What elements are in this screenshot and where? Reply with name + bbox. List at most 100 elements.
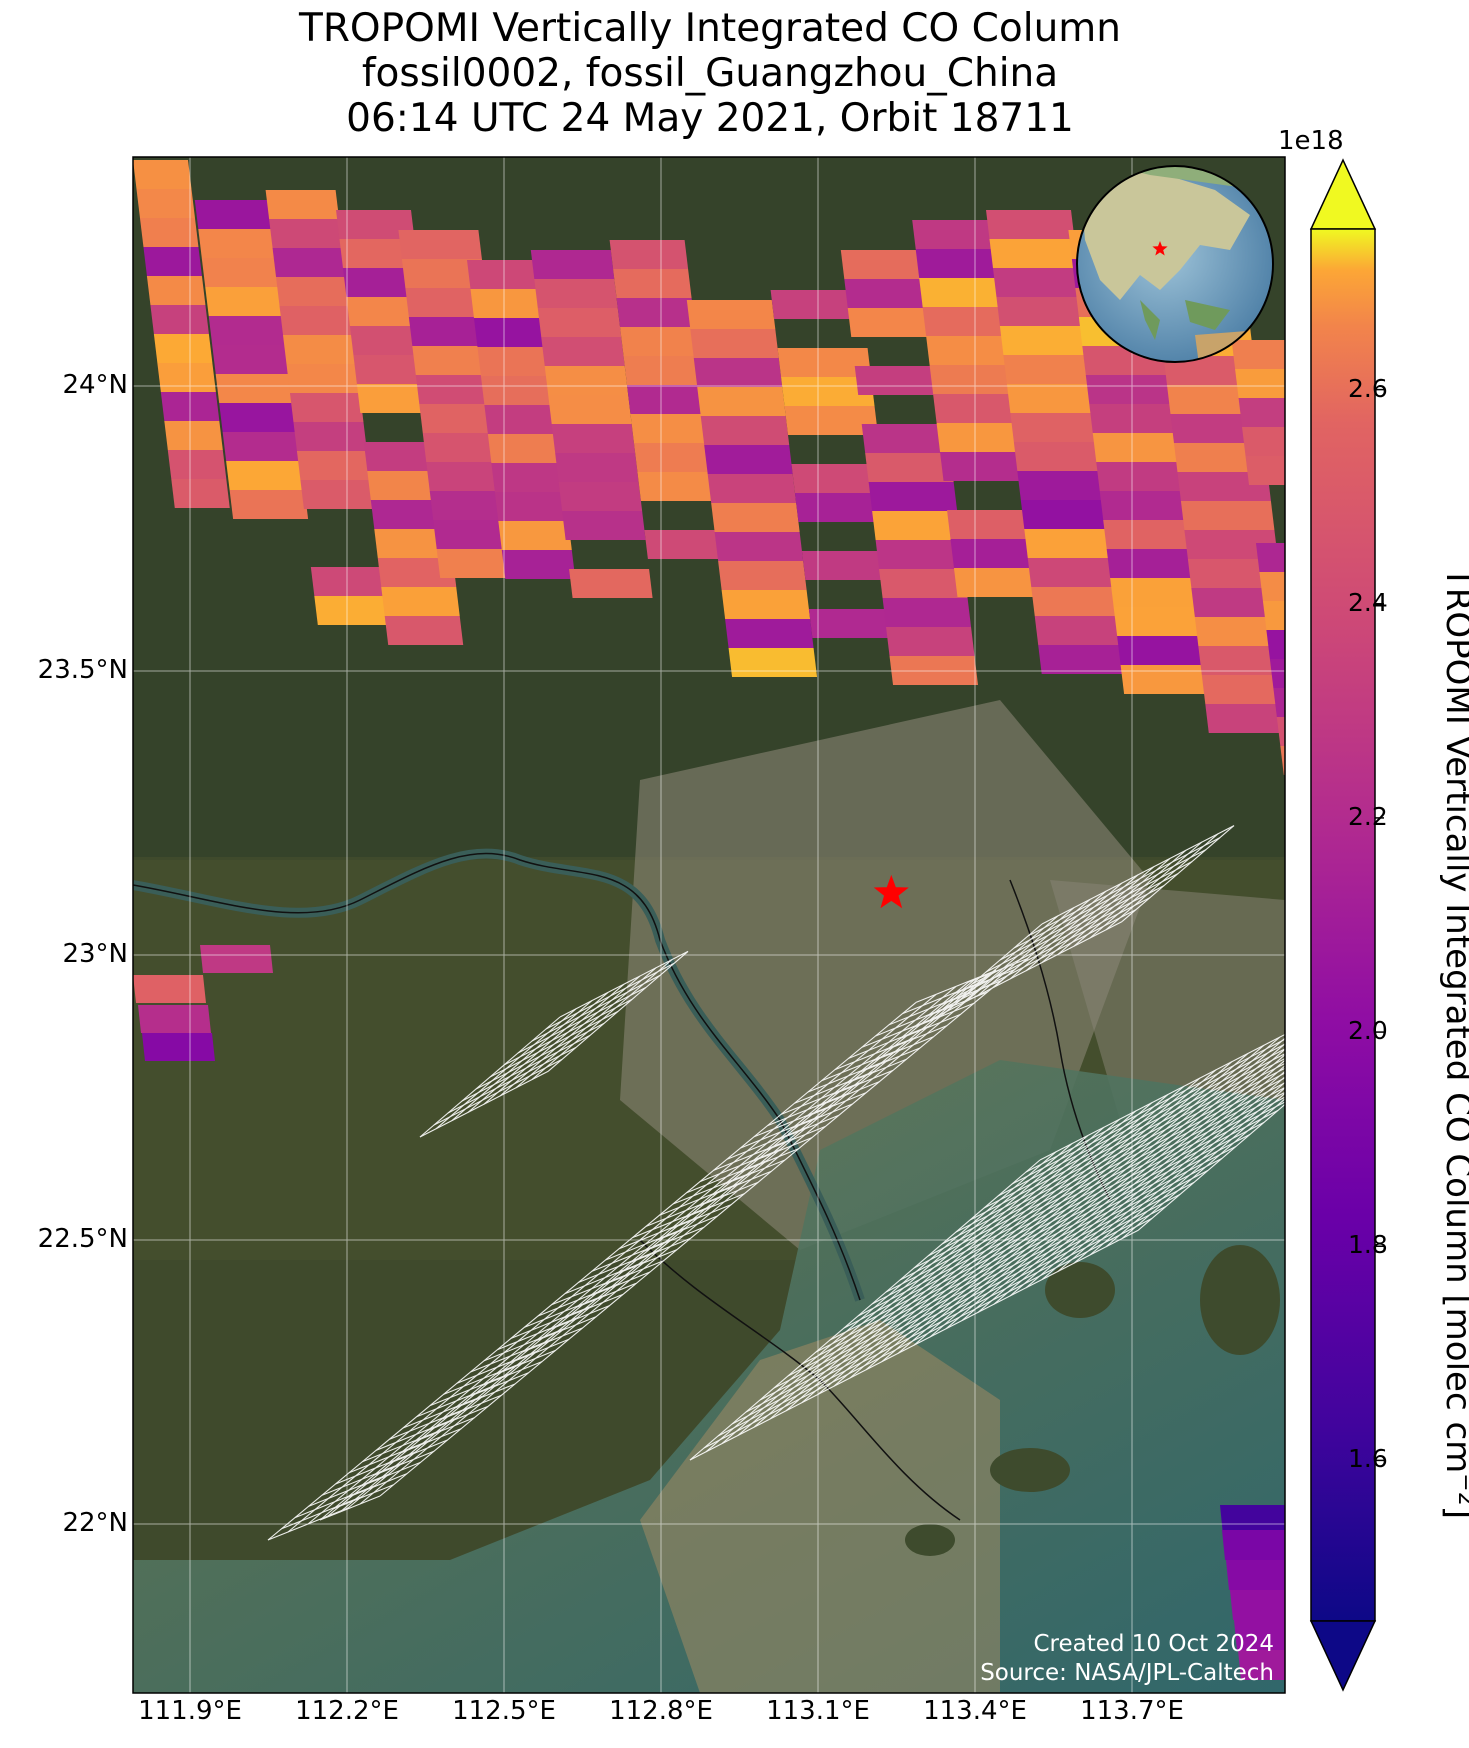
footprint-line (753, 1104, 835, 1138)
co-pixel (289, 393, 364, 422)
co-pixel (623, 356, 703, 385)
co-pixel (167, 450, 227, 479)
map-frame (132, 156, 1286, 1694)
footprint-line (508, 1338, 570, 1364)
globe-marker-star-icon (1152, 241, 1168, 256)
footprint-line (846, 1058, 907, 1084)
co-pixel (1020, 500, 1110, 529)
co-pixel (133, 160, 192, 189)
co-pixel (370, 500, 450, 529)
footprint-line (427, 1405, 489, 1431)
co-pixel (569, 569, 653, 598)
co-pixel (609, 240, 689, 269)
footprint-line (495, 1349, 556, 1375)
co-pixel (861, 424, 951, 453)
co-pixel (840, 250, 930, 279)
footprint-line (881, 1061, 1233, 1363)
co-pixel (1099, 491, 1189, 520)
co-pixel (933, 394, 1027, 423)
co-pixel (950, 539, 1044, 568)
co-pixel (868, 482, 958, 511)
footprint-line (699, 1149, 781, 1183)
co-pixel (562, 511, 646, 540)
footprint-line (929, 1036, 1281, 1338)
title-line-1: TROPOMI Vertically Integrated CO Column (299, 6, 1121, 51)
co-pixel (222, 432, 302, 461)
co-pixel (1226, 1560, 1285, 1590)
footprint-line (659, 1182, 740, 1216)
footprint-line (510, 1305, 592, 1339)
co-pixel (865, 453, 954, 482)
footprint-line (522, 1327, 583, 1353)
footprint-line (1073, 849, 1187, 947)
co-pixel (429, 491, 514, 520)
co-pixel (139, 218, 199, 247)
co-pixel (1092, 433, 1182, 462)
co-pixel (999, 326, 1089, 355)
footprint-line (697, 1181, 759, 1207)
footprint-line (993, 890, 1107, 988)
co-pixel (718, 561, 807, 590)
co-pixel (381, 587, 460, 616)
co-pixel (1006, 384, 1096, 413)
co-pixel (310, 567, 385, 596)
credit-source: Source: NASA/JPL-Caltech (980, 1660, 1274, 1686)
co-pixel (143, 247, 202, 276)
footprint-line (848, 1025, 929, 1059)
footprint-line (576, 1282, 637, 1308)
footprint-line (873, 1036, 934, 1062)
co-pixel (1220, 1505, 1285, 1535)
co-pixel (1180, 501, 1275, 530)
co-pixel (613, 269, 692, 298)
co-pixel (1262, 601, 1285, 630)
footprint-line (1009, 1059, 1285, 1297)
footprint-line (670, 1204, 732, 1230)
co-pixel (1266, 630, 1285, 659)
co-pixel (879, 569, 968, 598)
footprint-line (1121, 825, 1235, 923)
co-pixel (537, 308, 622, 337)
co-pixel (346, 297, 425, 326)
footprint-line (913, 1002, 975, 1028)
footprint-line (618, 1216, 700, 1250)
colorbar-label-exponent: −2 (1453, 1473, 1469, 1506)
co-pixel (286, 364, 360, 393)
co-pixel (1222, 1530, 1285, 1560)
footprint-line (531, 959, 673, 1081)
title-line-2: fossil0002, fossil_Guangzhou_China (361, 51, 1059, 96)
footprint-line (861, 1014, 943, 1048)
footprint-line (913, 1044, 1265, 1346)
co-pixel (882, 598, 972, 627)
co-pixel (693, 358, 783, 387)
footprint-line (333, 1484, 394, 1510)
footprint-line (549, 1305, 610, 1331)
co-pixel (1106, 549, 1196, 578)
title-line-3: 06:14 UTC 24 May 2021, Orbit 18711 (346, 96, 1074, 141)
footprint-line (389, 1406, 470, 1440)
co-pixel (342, 268, 422, 297)
lon-tick-label: 113.1°E (766, 1696, 870, 1726)
colorbar (1309, 158, 1384, 1692)
footprint-line (535, 1316, 597, 1342)
co-pixel (620, 327, 699, 356)
co-pixel (1238, 398, 1285, 427)
co-pixel (711, 503, 800, 532)
lon-tick-label: 112.8°E (609, 1696, 713, 1726)
footprint-line (977, 1048, 1285, 1313)
co-pixel (194, 200, 274, 229)
co-pixel (1230, 1590, 1285, 1620)
co-pixel (1191, 588, 1285, 617)
co-pixel (215, 374, 295, 403)
footprint-line (348, 1440, 430, 1474)
co-pixel (200, 945, 273, 973)
co-pixel (530, 250, 615, 279)
co-pixel (936, 423, 1031, 452)
footprint-line (753, 1126, 1105, 1428)
co-pixel (1085, 375, 1175, 404)
co-pixel (544, 366, 629, 395)
footprint-line (483, 983, 625, 1105)
co-pixel (1255, 543, 1285, 572)
colorbar-tick-label: 2.0 (1348, 1016, 1388, 1046)
footprint-line (672, 1171, 754, 1205)
lat-tick-label: 23.5°N (37, 655, 128, 685)
